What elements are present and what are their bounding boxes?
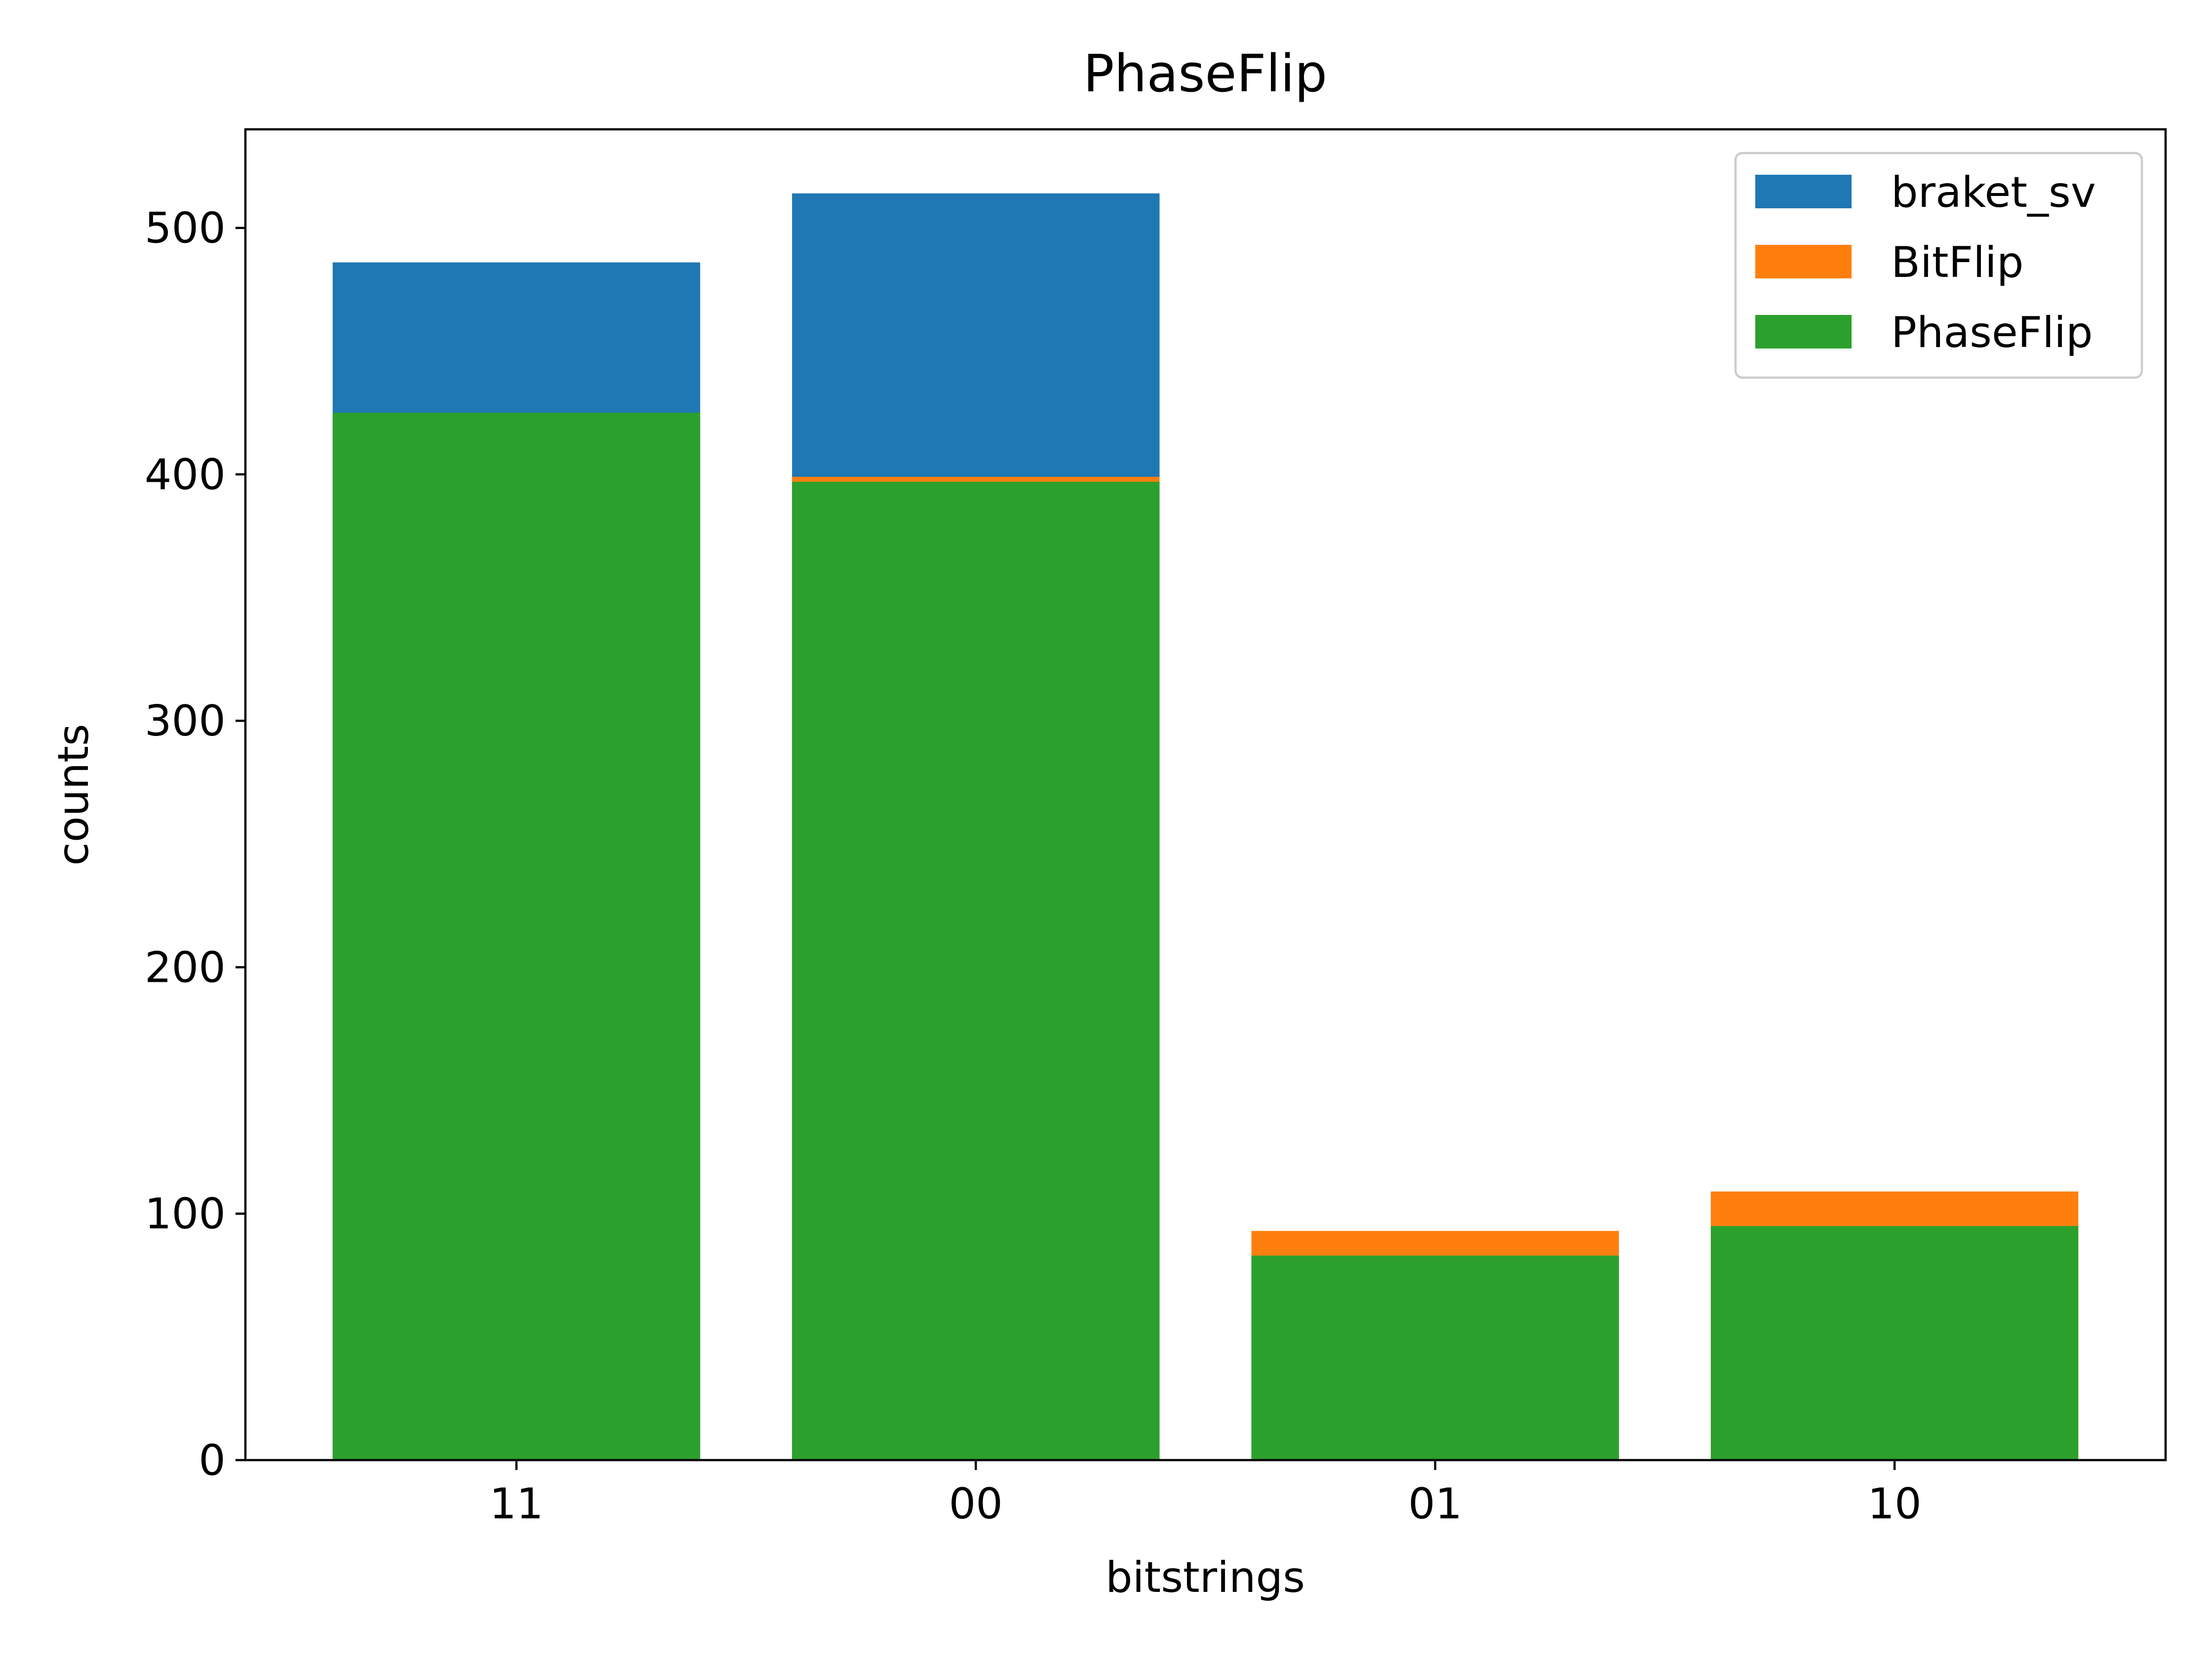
legend-swatch xyxy=(1755,315,1852,348)
y-tick-label: 200 xyxy=(145,943,226,992)
legend-label: braket_sv xyxy=(1891,168,2096,217)
bar-phaseflip-00 xyxy=(792,481,1160,1461)
bars-layer xyxy=(332,193,2079,1461)
legend: braket_sv BitFlip PhaseFlip xyxy=(1734,152,2143,379)
series-phaseflip xyxy=(332,413,2079,1461)
bar-phaseflip-11 xyxy=(332,413,701,1460)
y-axis: 0 100 200 300 400 500 xyxy=(145,204,245,1485)
y-tick-label: 300 xyxy=(145,696,226,746)
legend-label: BitFlip xyxy=(1891,238,2023,287)
x-tick-label: 01 xyxy=(1408,1479,1462,1529)
bar-phaseflip-10 xyxy=(1710,1226,2079,1460)
x-tick-label: 10 xyxy=(1867,1479,1921,1529)
legend-swatch xyxy=(1755,175,1852,208)
chart-title: PhaseFlip xyxy=(1083,43,1327,104)
legend-label: PhaseFlip xyxy=(1891,308,2093,357)
legend-items: braket_sv BitFlip PhaseFlip xyxy=(1755,168,2096,357)
legend-swatch xyxy=(1755,245,1852,278)
x-tick-label: 00 xyxy=(949,1479,1003,1529)
y-tick-label: 0 xyxy=(198,1436,226,1485)
y-tick-label: 400 xyxy=(145,450,226,500)
y-axis-label: counts xyxy=(49,724,98,865)
bar-phaseflip-01 xyxy=(1251,1255,1619,1460)
x-axis-label: bitstrings xyxy=(1106,1553,1305,1602)
plot-frame xyxy=(244,128,2167,1462)
y-tick-label: 500 xyxy=(145,204,226,253)
x-axis: 11 00 01 10 xyxy=(489,1460,1922,1529)
x-tick-label: 11 xyxy=(489,1479,543,1529)
y-tick-label: 100 xyxy=(145,1190,226,1239)
